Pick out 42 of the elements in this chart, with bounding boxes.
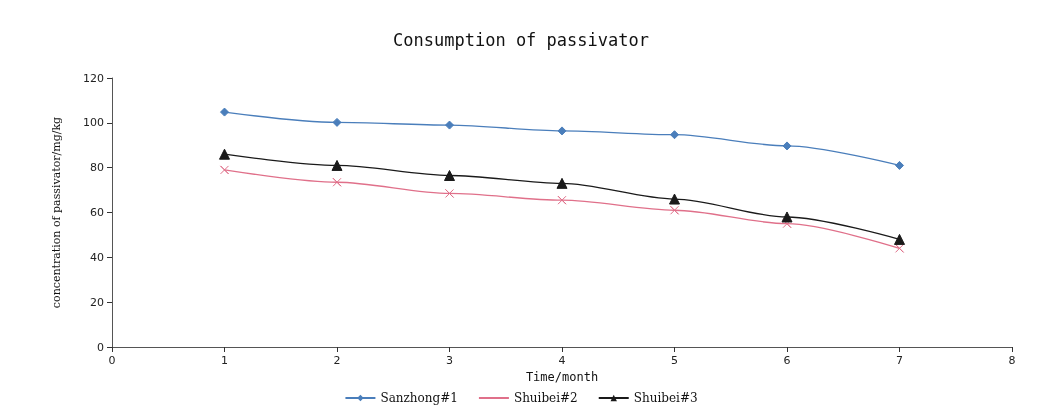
point	[445, 188, 454, 198]
point	[557, 195, 567, 205]
x-tick-label: 2	[333, 354, 341, 367]
point	[331, 159, 343, 171]
x-tick-label: 4	[558, 354, 566, 367]
x-tick-label: 8	[1008, 354, 1016, 367]
x-tick-label: 3	[446, 354, 453, 367]
x-tick-label: 6	[783, 354, 791, 367]
point	[444, 170, 455, 182]
x-axis-title: Time/month	[525, 370, 599, 384]
point	[557, 126, 567, 136]
point	[332, 177, 342, 187]
point	[220, 107, 229, 117]
y-tick-label: 0	[97, 340, 104, 354]
x-tick-label: 5	[671, 354, 678, 367]
legend-label: Sanzhong#1	[380, 391, 458, 405]
point	[894, 233, 905, 245]
y-axis-title: concentration of passivator/mg/kg	[50, 116, 63, 309]
point	[220, 165, 229, 175]
chart-title: Consumption of passivator	[393, 29, 649, 50]
y-tick-label: 40	[90, 250, 104, 264]
point	[781, 211, 793, 223]
point	[895, 160, 904, 170]
point	[670, 205, 679, 215]
y-tick-label: 120	[83, 71, 104, 85]
point	[445, 120, 454, 130]
legend-label: Shuibei#3	[633, 391, 698, 405]
y-tick-label: 60	[90, 206, 104, 219]
y-tick-label: 80	[90, 161, 104, 175]
y-tick-label: 100	[83, 116, 104, 130]
x-tick-label: 0	[108, 354, 116, 367]
point	[332, 117, 342, 127]
legend-label: Shuibei#2	[513, 391, 578, 405]
x-tick-label: 7	[896, 354, 903, 367]
point	[895, 243, 904, 253]
point	[782, 141, 792, 151]
point	[670, 130, 679, 140]
x-tick-label: 1	[221, 354, 228, 367]
point	[556, 177, 568, 189]
point	[669, 193, 680, 205]
y-tick-label: 20	[90, 295, 104, 309]
point	[219, 148, 230, 160]
